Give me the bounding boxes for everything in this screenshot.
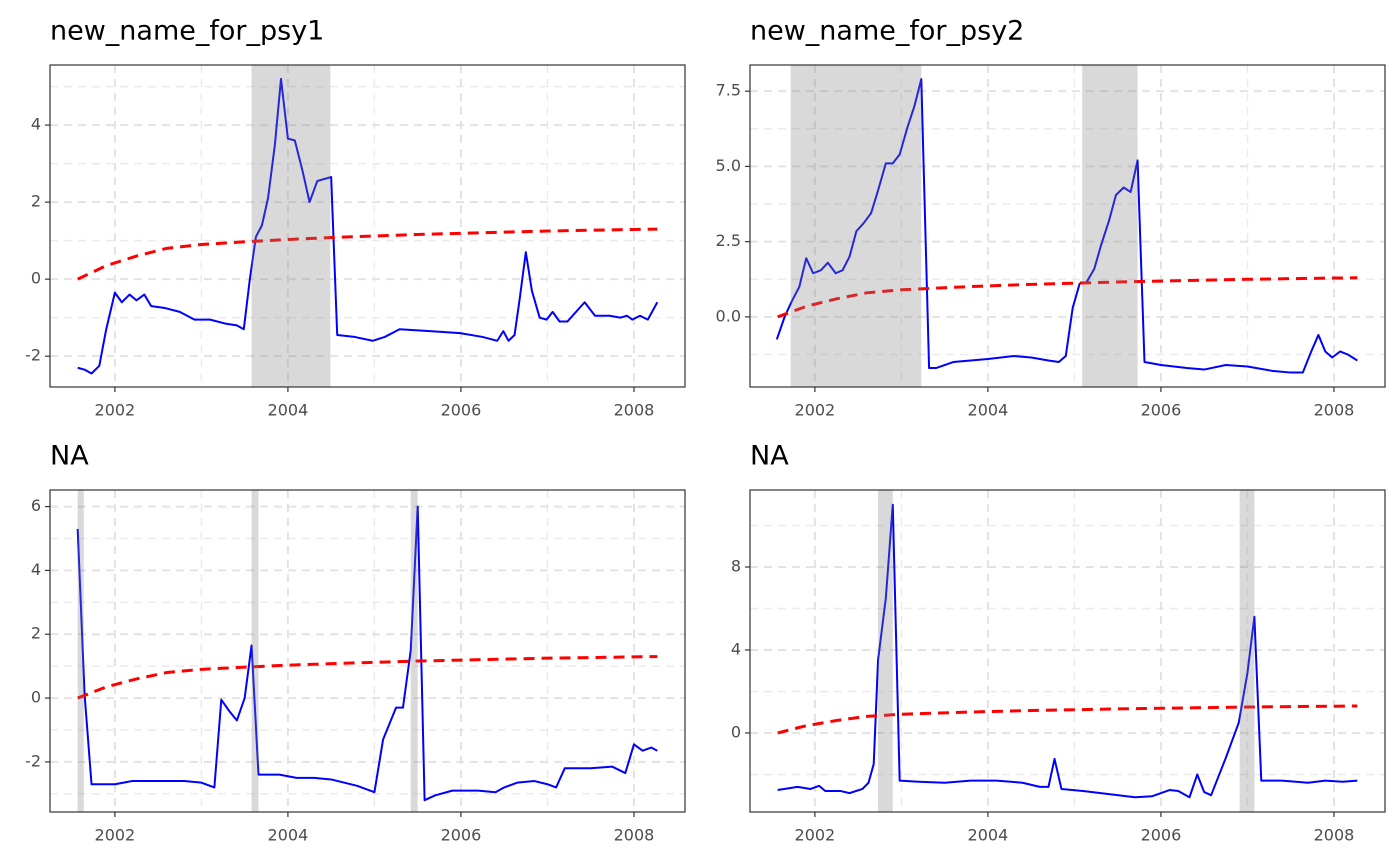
x-tick-label: 2006 xyxy=(441,826,482,845)
series-line xyxy=(76,505,658,802)
shaded-region xyxy=(1239,490,1255,812)
x-tick-label: 2004 xyxy=(968,401,1009,420)
x-tick-label: 2002 xyxy=(795,826,836,845)
y-tick-label: -2 xyxy=(25,751,41,770)
y-tick-label: 4 xyxy=(731,639,741,658)
plot-background xyxy=(50,490,685,812)
x-tick-label: 2002 xyxy=(95,401,136,420)
y-tick-label: 4 xyxy=(31,115,41,134)
plot-background xyxy=(50,65,685,387)
y-tick-label: 2 xyxy=(31,624,41,643)
x-tick-label: 2004 xyxy=(268,401,309,420)
y-tick-label: 6 xyxy=(31,496,41,515)
plot-background xyxy=(750,65,1385,387)
x-tick-label: 2004 xyxy=(968,826,1009,845)
shaded-region xyxy=(410,490,418,812)
shaded-region xyxy=(251,490,259,812)
series-line xyxy=(77,77,659,375)
x-tick-label: 2008 xyxy=(614,401,655,420)
x-tick-label: 2006 xyxy=(1141,401,1182,420)
y-tick-label: 0 xyxy=(731,722,741,741)
x-tick-label: 2002 xyxy=(795,401,836,420)
y-tick-label: 4 xyxy=(31,560,41,579)
series-line xyxy=(77,227,658,281)
y-tick-label: 2 xyxy=(31,192,41,211)
y-tick-label: 0 xyxy=(31,269,41,288)
series-line xyxy=(777,276,1358,319)
panel-title: new_name_for_psy2 xyxy=(750,16,1024,47)
x-tick-label: 2006 xyxy=(441,401,482,420)
shaded-region xyxy=(790,65,922,387)
shaded-region xyxy=(251,65,331,387)
panel-title: new_name_for_psy1 xyxy=(50,16,324,47)
series-line xyxy=(777,503,1358,799)
series-line xyxy=(775,78,1358,374)
x-tick-label: 2006 xyxy=(1141,826,1182,845)
plot-border xyxy=(749,64,1386,388)
x-tick-label: 2008 xyxy=(614,826,655,845)
y-tick-label: 5.0 xyxy=(716,156,741,175)
y-tick-label: 2.5 xyxy=(716,231,741,250)
y-tick-label: 7.5 xyxy=(716,81,741,100)
x-tick-label: 2008 xyxy=(1314,826,1355,845)
plot-background xyxy=(750,490,1385,812)
y-tick-label: -2 xyxy=(25,346,41,365)
shaded-region xyxy=(878,490,893,812)
panel-title: NA xyxy=(750,441,789,472)
plot-border xyxy=(49,489,686,813)
panel-title: NA xyxy=(50,441,89,472)
plot-border xyxy=(49,64,686,388)
x-tick-label: 2002 xyxy=(95,826,136,845)
x-tick-label: 2004 xyxy=(268,826,309,845)
shaded-region xyxy=(1082,65,1138,387)
x-tick-label: 2008 xyxy=(1314,401,1355,420)
y-tick-label: 0.0 xyxy=(716,306,741,325)
plot-border xyxy=(749,489,1386,813)
y-tick-label: 0 xyxy=(31,688,41,707)
series-line xyxy=(77,655,658,700)
y-tick-label: 8 xyxy=(731,556,741,575)
series-line xyxy=(777,704,1358,735)
shaded-region xyxy=(77,490,84,812)
